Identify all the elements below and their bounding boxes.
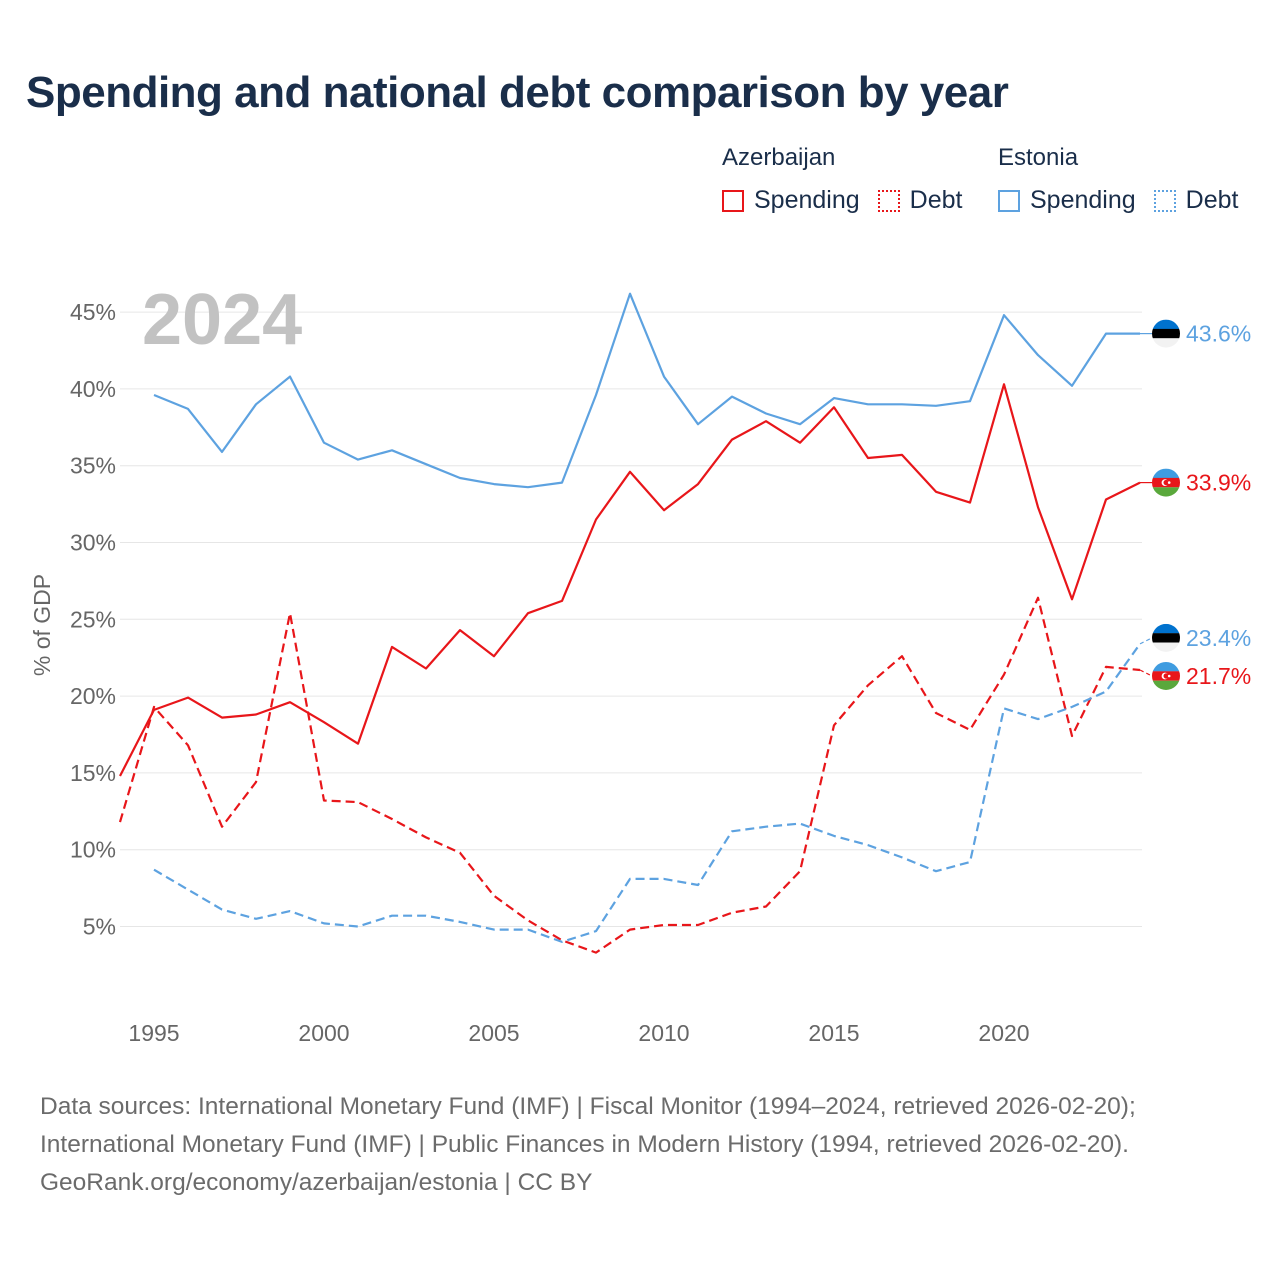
legend-label: Spending	[1030, 186, 1136, 214]
y-tick-label: 30%	[70, 530, 116, 556]
flag-crescent	[1163, 479, 1169, 486]
legend-group-estonia: Estonia Spending Debt	[998, 144, 1256, 215]
estonia-flag-icon	[1152, 319, 1180, 348]
estonia-flag-icon	[1152, 623, 1180, 652]
series-line-estonia-debt[interactable]	[153, 643, 1141, 944]
gridlines	[120, 311, 1142, 927]
end-label-azerbaijan-spending: 33.9%	[1140, 468, 1251, 497]
flag-stripe	[1152, 328, 1180, 339]
end-label-estonia-debt: 23.4%	[1139, 623, 1251, 652]
series-line-estonia-spending[interactable]	[153, 292, 1140, 489]
flag-stripe	[1152, 319, 1180, 330]
legend-swatch-dotted-icon	[1153, 189, 1176, 212]
flag-stripe	[1152, 623, 1180, 634]
legend-group-azerbaijan: Azerbaijan Spending Debt	[722, 144, 980, 215]
y-tick-label: 10%	[70, 837, 116, 863]
year-watermark: 2024	[142, 280, 302, 360]
flag-stripe	[1152, 680, 1180, 690]
y-tick-label: 15%	[70, 760, 116, 786]
x-tick-label: 2015	[808, 1020, 859, 1046]
legend-swatch-solid-icon	[998, 189, 1020, 212]
y-tick-label: 5%	[83, 914, 116, 940]
azerbaijan-flag-icon	[1152, 661, 1180, 690]
flag-stripe	[1152, 633, 1180, 643]
footer-source-line-1: Data sources: International Monetary Fun…	[40, 1093, 1136, 1120]
flag-stripe	[1152, 487, 1180, 497]
legend-label: Debt	[1185, 186, 1239, 214]
legend-item-estonia-spending[interactable]: Spending	[998, 186, 1136, 215]
x-tick-label: 1995	[128, 1020, 179, 1046]
chart-title: Spending and national debt comparison by…	[26, 68, 1009, 117]
end-value-label: 21.7%	[1186, 663, 1251, 689]
x-tick-label: 2020	[978, 1020, 1029, 1046]
legend-country-azerbaijan: Azerbaijan	[722, 144, 836, 171]
x-tick-label: 2000	[298, 1020, 349, 1046]
series-line-azerbaijan-debt[interactable]	[118, 596, 1141, 954]
azerbaijan-flag-icon	[1152, 468, 1180, 497]
legend-swatch-solid-icon	[722, 189, 744, 212]
legend-item-azerbaijan-debt[interactable]: Debt	[877, 186, 963, 215]
y-axis-label: % of GDP	[29, 574, 55, 676]
series	[118, 292, 1141, 954]
y-tick-label: 20%	[70, 683, 116, 709]
end-label-connector	[1139, 637, 1153, 645]
y-tick-label: 45%	[70, 299, 116, 325]
flag-star	[1167, 481, 1171, 484]
legend-label: Spending	[754, 186, 860, 214]
series-line-azerbaijan-spending[interactable]	[119, 383, 1141, 777]
end-labels: 33.9% 21.7% 43.6% 23.4%	[1139, 319, 1251, 690]
footer-attribution: GeoRank.org/economy/azerbaijan/estonia |…	[40, 1169, 593, 1196]
y-tick-label: 25%	[70, 606, 116, 632]
legend-item-estonia-debt[interactable]: Debt	[1153, 186, 1239, 215]
flag-stripe	[1152, 661, 1180, 672]
end-label-estonia-spending: 43.6%	[1140, 319, 1251, 348]
y-tick-label: 40%	[70, 376, 116, 402]
end-label-connector	[1139, 669, 1153, 677]
end-value-label: 23.4%	[1186, 625, 1251, 651]
flag-stripe	[1152, 338, 1180, 348]
legend-label: Debt	[909, 186, 963, 214]
flag-stripe	[1152, 642, 1180, 652]
flag-crescent	[1163, 673, 1169, 679]
end-label-azerbaijan-debt: 21.7%	[1139, 661, 1251, 690]
axes: 5% 10% 15% 20% 25% 30% 35% 40% 45% 1995 2000 2005 20…	[29, 299, 1030, 1046]
y-tick-label: 35%	[70, 453, 116, 479]
x-tick-label: 2010	[638, 1020, 689, 1046]
end-value-label: 33.9%	[1186, 470, 1251, 496]
flag-star	[1167, 674, 1171, 678]
legend-item-azerbaijan-spending[interactable]: Spending	[722, 186, 860, 215]
footer-source-line-2: International Monetary Fund (IMF) | Publ…	[40, 1131, 1129, 1158]
flag-stripe	[1152, 468, 1180, 478]
footer: Data sources: International Monetary Fun…	[40, 1088, 1136, 1202]
legend-country-estonia: Estonia	[998, 144, 1079, 171]
end-value-label: 43.6%	[1186, 321, 1251, 347]
legend-swatch-dotted-icon	[877, 189, 900, 212]
x-tick-label: 2005	[468, 1020, 519, 1046]
